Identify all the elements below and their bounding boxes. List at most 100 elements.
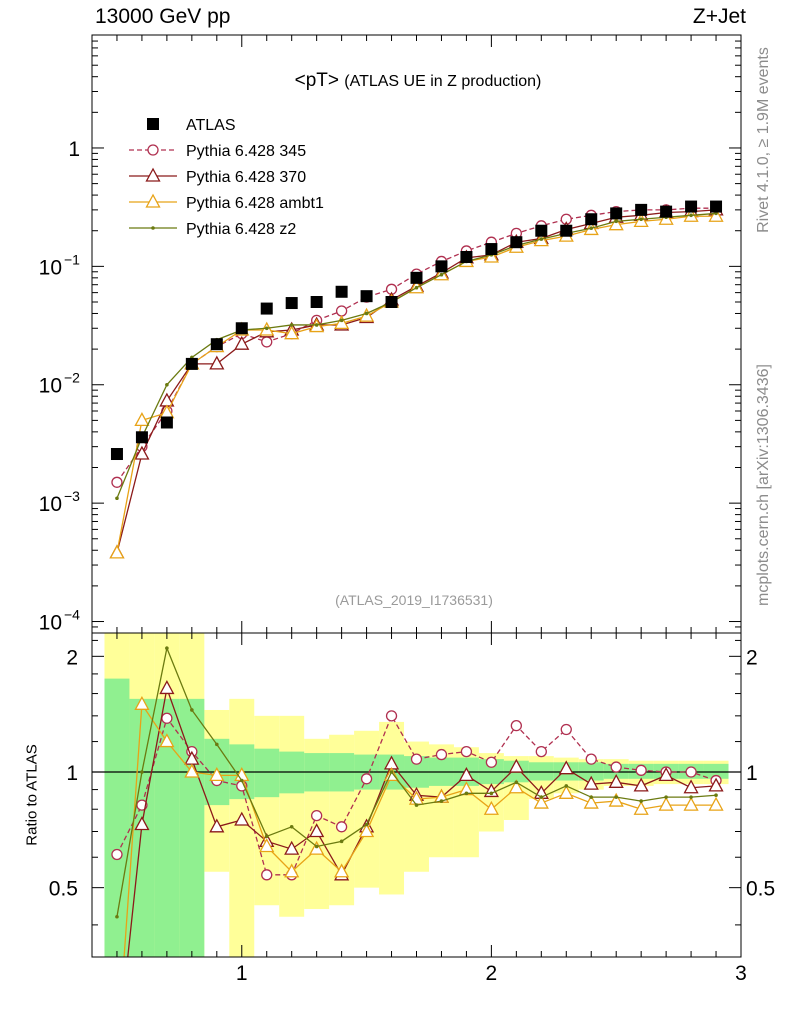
- z2-marker: [289, 825, 294, 829]
- atlas-data-point: [660, 205, 673, 218]
- x-tick-label: 1: [236, 962, 248, 985]
- z2-marker: [439, 272, 444, 277]
- atlas-data-point: [585, 213, 598, 226]
- triangle-marker: [184, 763, 200, 778]
- atlas-data-point: [685, 200, 698, 213]
- z2-marker: [589, 795, 594, 799]
- triangle-marker: [683, 796, 699, 811]
- triangle-marker: [134, 412, 150, 427]
- legend-label: Pythia 6.428 370: [186, 169, 306, 186]
- atlas-data-point: [610, 207, 623, 220]
- ratio-y-tick-label-left: 2: [66, 646, 78, 669]
- triangle-marker: [558, 760, 574, 775]
- triangle-marker: [508, 779, 524, 794]
- p345-marker: [485, 756, 498, 768]
- p345-marker: [111, 476, 123, 488]
- z2-marker: [539, 795, 544, 799]
- legend-label: Pythia 6.428 345: [186, 143, 306, 160]
- atlas-data-point: [160, 416, 173, 429]
- p345-marker: [560, 723, 572, 736]
- p345-marker: [335, 305, 348, 317]
- p345-marker: [161, 712, 173, 724]
- atlas-data-point: [485, 243, 498, 256]
- p345-marker: [435, 748, 448, 761]
- p345-marker: [360, 773, 373, 785]
- triangle-marker: [234, 811, 250, 826]
- triangle-marker: [134, 445, 150, 460]
- p345-marker: [385, 710, 398, 722]
- legend-entry: ATLAS: [147, 117, 236, 134]
- atlas-data-point: [535, 224, 548, 237]
- band-inner-bin: [104, 678, 130, 957]
- z2-marker: [489, 791, 494, 796]
- z2-marker: [514, 780, 519, 785]
- main-series-line: [116, 215, 717, 554]
- band-outer-bin: [379, 721, 405, 895]
- legend-entry: Pythia 6.428 ambt1: [129, 193, 324, 212]
- triangle-marker: [633, 800, 649, 815]
- atlas-data-point: [285, 297, 298, 310]
- atlas-data-point: [560, 224, 573, 237]
- p345-marker: [261, 869, 273, 881]
- main-series-group: [109, 200, 724, 559]
- main-series-atlas: [110, 200, 723, 461]
- triangle-marker: [458, 766, 475, 782]
- z2-marker: [639, 217, 643, 222]
- z2-marker: [314, 844, 319, 849]
- triangle-marker: [209, 766, 225, 782]
- triangle-marker: [259, 838, 275, 853]
- atlas-data-point: [435, 260, 448, 273]
- main-series-line: [116, 209, 717, 554]
- triangle-marker: [708, 796, 724, 811]
- triangle-marker: [159, 680, 175, 695]
- p345-marker: [410, 753, 423, 765]
- p345-marker: [311, 809, 323, 822]
- z2-marker: [564, 784, 569, 788]
- main-y-tick-exponent: −1: [64, 251, 80, 267]
- legend-entry: Pythia 6.428 345: [129, 143, 306, 160]
- triangle-marker: [708, 207, 724, 222]
- legend: ATLAS Pythia 6.428 345 Pythia 6.428 370 Pyt…: [129, 117, 324, 238]
- triangle-marker: [608, 216, 624, 231]
- legend-label: Pythia 6.428 z2: [186, 221, 296, 238]
- atlas-data-point: [410, 271, 423, 284]
- band-outer-bin: [279, 715, 305, 917]
- z2-marker: [190, 708, 194, 712]
- triangle-marker: [334, 863, 350, 878]
- main-y-tick-label: 10: [39, 256, 62, 279]
- atlas-data-point: [235, 322, 248, 335]
- header-channel-label: Z+Jet: [692, 5, 746, 28]
- chart-title: <pT> (ATLAS UE in Z production): [295, 70, 542, 91]
- z2-marker: [364, 822, 369, 827]
- p345-marker: [535, 745, 547, 758]
- z2-marker: [689, 795, 693, 799]
- main-series-pythia-6-428-z2: [115, 211, 718, 501]
- z2-marker: [614, 795, 618, 799]
- atlas-data-point: [510, 236, 523, 249]
- p345-marker: [460, 745, 473, 758]
- triangle-marker: [358, 823, 375, 838]
- atlas-data-point: [135, 431, 148, 444]
- chart-title-main: <pT>: [295, 70, 345, 91]
- triangle-marker: [608, 773, 624, 788]
- z2-marker: [714, 793, 718, 798]
- triangle-marker: [159, 733, 175, 748]
- x-tick-label: 2: [486, 962, 498, 985]
- main-y-tick-exponent: −4: [64, 607, 80, 623]
- chart-text-group: <pT> (ATLAS UE in Z production) (ATLAS_20…: [295, 70, 542, 608]
- z2-marker: [264, 326, 269, 331]
- triangle-marker: [658, 766, 674, 782]
- triangle-marker: [134, 816, 150, 831]
- z2-marker: [115, 914, 119, 919]
- p345-marker: [685, 766, 697, 778]
- z2-marker: [215, 742, 219, 747]
- triangle-marker: [145, 167, 161, 182]
- ratio-series-group: [111, 645, 724, 957]
- atlas-data-point: [110, 448, 123, 461]
- atlas-data-point: [260, 302, 273, 315]
- main-y-tick-label: 10: [39, 612, 62, 635]
- z2-marker: [589, 226, 594, 231]
- triangle-marker: [533, 794, 549, 809]
- triangle-marker: [209, 818, 225, 833]
